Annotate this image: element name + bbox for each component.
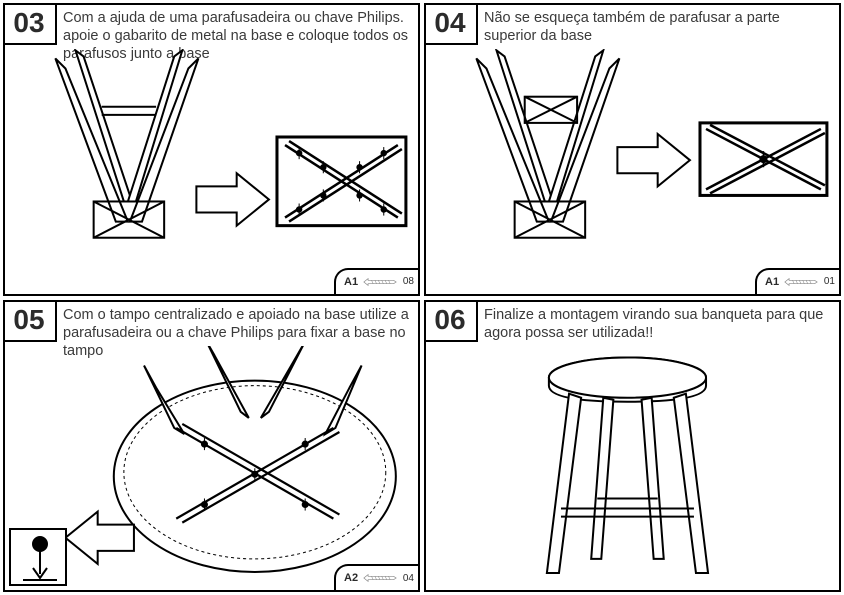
part-code: A2 <box>344 572 358 584</box>
diagram-stool-inverted-03 <box>5 49 418 294</box>
diagram-stool-inverted-04 <box>426 49 839 294</box>
step-number: 06 <box>426 302 478 342</box>
instruction-grid: 03 Com a ajuda de uma parafusadeira ou c… <box>0 0 844 595</box>
step-number: 04 <box>426 5 478 45</box>
part-qty: 01 <box>824 276 835 287</box>
step-number: 03 <box>5 5 57 45</box>
step-header: 06 Finalize a montagem virando sua banqu… <box>426 302 839 344</box>
detail-screw-insert <box>9 528 67 586</box>
detail-x-bracket <box>277 137 406 226</box>
screw-icon <box>363 277 397 287</box>
step-number: 05 <box>5 302 57 342</box>
diagram-finished-stool <box>426 346 839 591</box>
detail-center-screw <box>700 123 827 196</box>
part-qty: 04 <box>403 573 414 584</box>
arrow-icon <box>196 173 269 225</box>
part-qty: 08 <box>403 276 414 287</box>
arrow-icon <box>65 511 133 563</box>
step-header: 04 Não se esqueça também de parafusar a … <box>426 5 839 47</box>
part-tag: A1 08 <box>334 268 418 294</box>
diagram-area-03 <box>5 49 418 294</box>
part-code: A1 <box>765 276 779 288</box>
part-tag: A1 01 <box>755 268 839 294</box>
step-instruction-text: Finalize a montagem virando sua banqueta… <box>478 302 839 344</box>
part-code: A1 <box>344 276 358 288</box>
arrow-icon <box>617 134 690 186</box>
panel-step-04: 04 Não se esqueça também de parafusar a … <box>424 3 841 296</box>
panel-step-03: 03 Com a ajuda de uma parafusadeira ou c… <box>3 3 420 296</box>
screw-icon <box>784 277 818 287</box>
panel-step-05: 05 Com o tampo centralizado e apoiado na… <box>3 300 420 593</box>
panel-step-06: 06 Finalize a montagem virando sua banqu… <box>424 300 841 593</box>
screw-icon <box>363 573 397 583</box>
diagram-area-05 <box>5 346 418 591</box>
step-instruction-text: Não se esqueça também de parafusar a par… <box>478 5 839 47</box>
part-tag: A2 04 <box>334 564 418 590</box>
diagram-area-06 <box>426 346 839 591</box>
diagram-area-04 <box>426 49 839 294</box>
